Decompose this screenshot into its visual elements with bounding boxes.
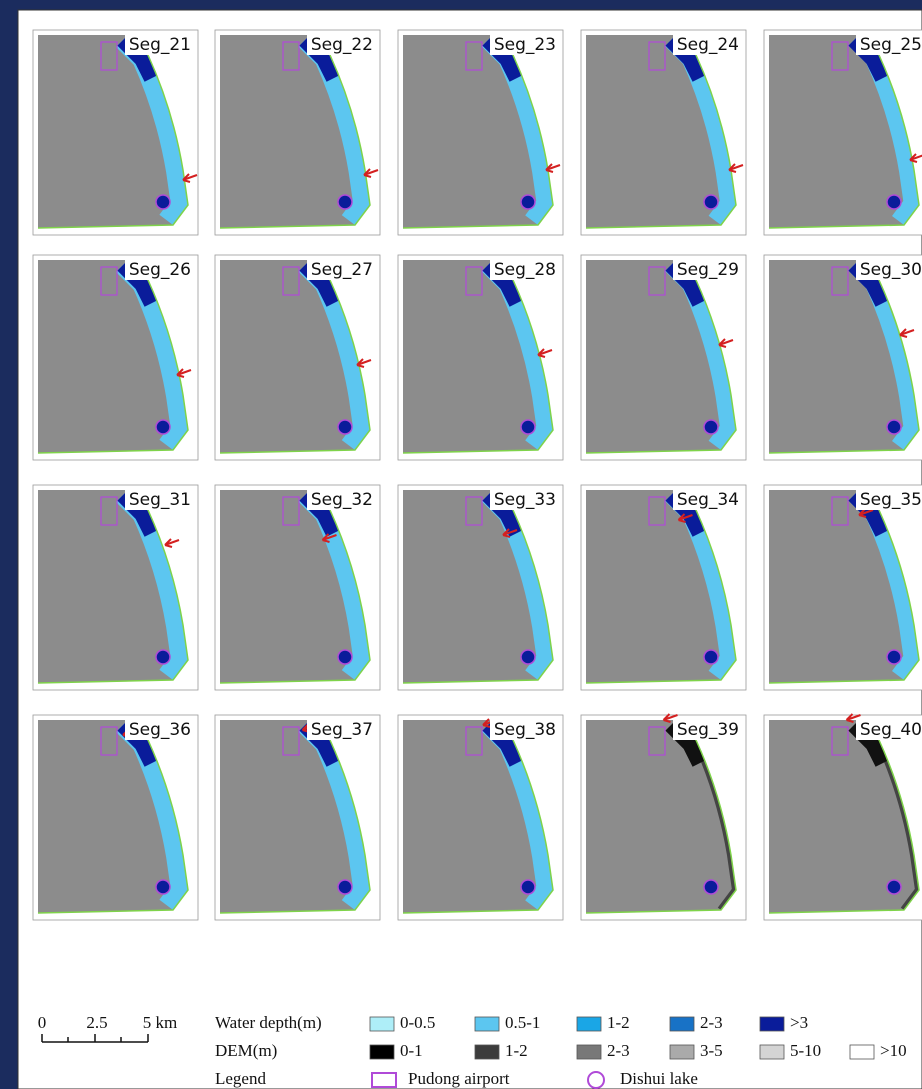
map-panel: Seg_30 bbox=[764, 255, 922, 460]
scale-label: 0 bbox=[38, 1013, 47, 1032]
dishui-lake bbox=[887, 195, 901, 209]
legend-swatch bbox=[370, 1017, 394, 1031]
panel-label: Seg_35 bbox=[860, 490, 922, 510]
panel-label: Seg_21 bbox=[129, 35, 191, 55]
panel-label: Seg_34 bbox=[677, 490, 739, 510]
dishui-lake bbox=[521, 195, 535, 209]
map-panel: Seg_34 bbox=[581, 485, 746, 690]
dishui-lake bbox=[704, 195, 718, 209]
legend-title: Water depth(m) bbox=[215, 1013, 322, 1032]
dishui-lake bbox=[704, 880, 718, 894]
dishui-lake bbox=[704, 420, 718, 434]
dishui-lake bbox=[338, 195, 352, 209]
panel-label: Seg_40 bbox=[860, 720, 922, 740]
dishui-lake bbox=[156, 880, 170, 894]
legend-label: >3 bbox=[790, 1013, 808, 1032]
dishui-lake bbox=[338, 650, 352, 664]
figure: Seg_21 Seg_22 Seg_23 Seg_24 Seg_25 Seg_26 Seg_… bbox=[0, 0, 922, 1089]
map-panel: Seg_28 bbox=[398, 255, 563, 460]
legend-swatch bbox=[475, 1045, 499, 1059]
legend-label: 0-0.5 bbox=[400, 1013, 435, 1032]
dishui-lake bbox=[156, 420, 170, 434]
dishui-lake bbox=[156, 195, 170, 209]
map-panel: Seg_39 bbox=[581, 714, 746, 920]
legend-label: >10 bbox=[880, 1041, 907, 1060]
dishui-lake bbox=[887, 880, 901, 894]
panel-label: Seg_39 bbox=[677, 720, 739, 740]
dishui-lake bbox=[156, 650, 170, 664]
dishui-lake bbox=[338, 880, 352, 894]
panel-label: Seg_28 bbox=[494, 260, 556, 280]
panel-label: Seg_26 bbox=[129, 260, 191, 280]
panel-label: Seg_23 bbox=[494, 35, 556, 55]
panel-label: Seg_25 bbox=[860, 35, 922, 55]
map-panel: Seg_25 bbox=[764, 30, 922, 235]
legend-swatch bbox=[370, 1045, 394, 1059]
legend-label: 1-2 bbox=[505, 1041, 528, 1060]
dishui-lake bbox=[521, 650, 535, 664]
panel-label: Seg_32 bbox=[311, 490, 373, 510]
legend-swatch bbox=[577, 1017, 601, 1031]
map-panel: Seg_40 bbox=[764, 714, 922, 920]
dishui-lake bbox=[887, 650, 901, 664]
legend-swatch bbox=[850, 1045, 874, 1059]
page: {"panels": [ {"label": "Seg_21"}, {"labe… bbox=[0, 0, 922, 1089]
map-panel: Seg_37 bbox=[215, 715, 380, 920]
map-panel: Seg_35 bbox=[764, 485, 922, 690]
legend-label: Dishui lake bbox=[620, 1069, 698, 1088]
legend-title: DEM(m) bbox=[215, 1041, 277, 1060]
map-panel: Seg_24 bbox=[581, 30, 746, 235]
map-panel: Seg_21 bbox=[33, 30, 198, 235]
map-panel: Seg_23 bbox=[398, 30, 563, 235]
legend-label: 2-3 bbox=[607, 1041, 630, 1060]
legend-swatch bbox=[670, 1017, 694, 1031]
panel-label: Seg_36 bbox=[129, 720, 191, 740]
dishui-lake bbox=[521, 880, 535, 894]
legend-label: 5-10 bbox=[790, 1041, 821, 1060]
map-panel: Seg_32 bbox=[215, 485, 380, 690]
panel-label: Seg_24 bbox=[677, 35, 739, 55]
legend-label: 0.5-1 bbox=[505, 1013, 540, 1032]
map-panel: Seg_29 bbox=[581, 255, 746, 460]
map-panel: Seg_27 bbox=[215, 255, 380, 460]
legend-label: 0-1 bbox=[400, 1041, 423, 1060]
panel-label: Seg_37 bbox=[311, 720, 373, 740]
map-panel: Seg_26 bbox=[33, 255, 198, 460]
panel-label: Seg_29 bbox=[677, 260, 739, 280]
legend-swatch bbox=[760, 1045, 784, 1059]
panel-label: Seg_22 bbox=[311, 35, 373, 55]
legend-label: 1-2 bbox=[607, 1013, 630, 1032]
panel-label: Seg_33 bbox=[494, 490, 556, 510]
scale-label: 5 km bbox=[143, 1013, 177, 1032]
legend-label: 3-5 bbox=[700, 1041, 723, 1060]
map-panel: Seg_31 bbox=[33, 485, 198, 690]
panel-label: Seg_30 bbox=[860, 260, 922, 280]
dishui-lake bbox=[521, 420, 535, 434]
legend-swatch bbox=[577, 1045, 601, 1059]
legend-title: Legend bbox=[215, 1069, 266, 1088]
map-panel: Seg_38 bbox=[398, 715, 563, 920]
panel-label: Seg_38 bbox=[494, 720, 556, 740]
dishui-lake bbox=[704, 650, 718, 664]
map-panel: Seg_33 bbox=[398, 485, 563, 690]
legend-label: 2-3 bbox=[700, 1013, 723, 1032]
legend-swatch bbox=[760, 1017, 784, 1031]
panel-label: Seg_31 bbox=[129, 490, 191, 510]
legend-swatch bbox=[670, 1045, 694, 1059]
panel-label: Seg_27 bbox=[311, 260, 373, 280]
legend-label: Pudong airport bbox=[408, 1069, 510, 1088]
map-panel: Seg_36 bbox=[33, 715, 198, 920]
dishui-lake bbox=[338, 420, 352, 434]
dishui-lake bbox=[887, 420, 901, 434]
map-panel: Seg_22 bbox=[215, 30, 380, 235]
legend-swatch bbox=[475, 1017, 499, 1031]
scale-label: 2.5 bbox=[86, 1013, 107, 1032]
